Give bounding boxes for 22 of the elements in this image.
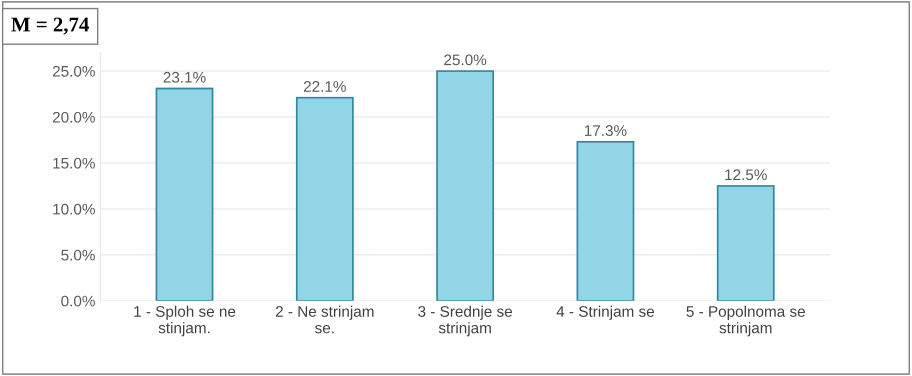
data-label: 22.1% bbox=[304, 81, 346, 92]
x-tick-label: 2 - Ne strinjam se. bbox=[276, 306, 374, 334]
bar bbox=[296, 96, 354, 301]
x-tick-label: 4 - Strinjam se bbox=[556, 306, 654, 320]
data-label: 23.1% bbox=[164, 72, 206, 83]
y-tick-label: 5.0% bbox=[61, 250, 95, 261]
chart-title: M = 2,74 bbox=[11, 18, 89, 35]
y-tick-label: 25.0% bbox=[52, 66, 95, 77]
x-tick-label: 3 - Srednje se strinjam bbox=[418, 306, 512, 336]
bar bbox=[576, 140, 634, 301]
y-tick-label: 10.0% bbox=[53, 204, 95, 215]
data-label: 25.0% bbox=[444, 54, 486, 66]
y-tick-label: 15.0% bbox=[53, 158, 95, 169]
bar bbox=[716, 185, 775, 301]
bar bbox=[436, 70, 494, 301]
y-tick-label: 0.0% bbox=[61, 296, 95, 306]
x-tick-label: 1 - Sploh se ne stinjam. bbox=[134, 306, 236, 336]
bar bbox=[156, 88, 214, 301]
x-tick-label: 5 - Popolnoma se strinjam bbox=[686, 306, 805, 336]
data-label: 17.3% bbox=[584, 125, 627, 136]
y-tick-label: 20.0% bbox=[52, 112, 95, 123]
data-label: 12.5% bbox=[725, 169, 767, 180]
